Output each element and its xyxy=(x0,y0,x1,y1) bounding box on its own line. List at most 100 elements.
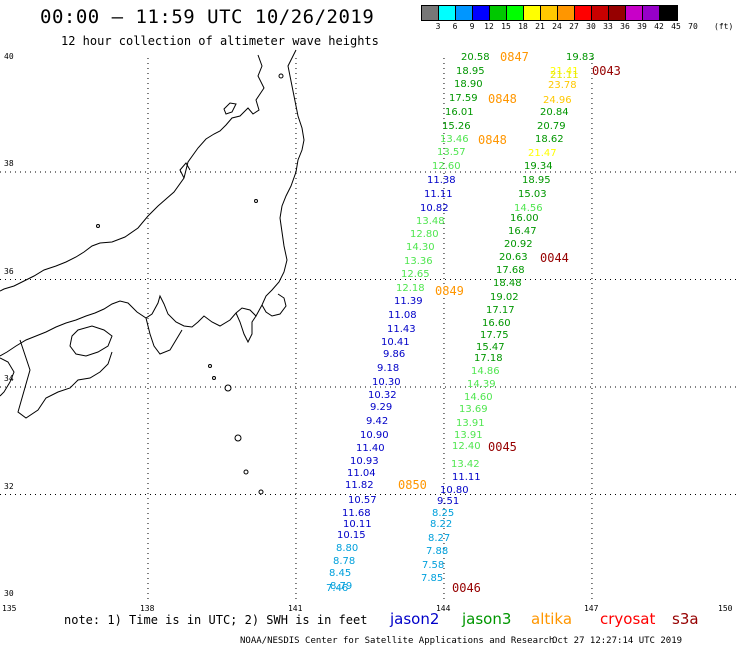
wave-height-value: 17.75 xyxy=(480,330,509,341)
wave-height-value: 8.79 xyxy=(330,581,353,592)
wave-height-value: 20.63 xyxy=(499,252,528,263)
pass-time-label: 0848 xyxy=(478,133,507,147)
wave-height-value: 12.18 xyxy=(396,283,425,294)
footer-note: note: 1) Time is in UTC; 2) SWH is in fe… xyxy=(64,613,368,627)
wave-height-value: 8.45 xyxy=(329,568,352,579)
wave-height-value: 10.93 xyxy=(350,456,379,467)
wave-height-value: 18.95 xyxy=(456,66,485,77)
pass-time-label: 0850 xyxy=(398,478,427,492)
wave-height-value: 23.78 xyxy=(548,80,577,91)
wave-height-value: 12.65 xyxy=(401,269,430,280)
color-scale-tick-label: 30 xyxy=(586,22,596,31)
wave-height-value: 8.78 xyxy=(333,556,356,567)
wave-height-value: 20.79 xyxy=(537,121,566,132)
color-scale-tick-label: 45 xyxy=(671,22,681,31)
color-scale-bar xyxy=(421,5,678,21)
coastline-izu-peninsula xyxy=(235,312,257,344)
color-scale-tick-label: 27 xyxy=(569,22,579,31)
wave-height-value: 18.95 xyxy=(522,175,551,186)
latitude-label: 32 xyxy=(4,481,14,491)
wave-height-value: 16.60 xyxy=(482,318,511,329)
color-scale-tick-label: 3 xyxy=(435,22,441,31)
wave-height-value: 16.00 xyxy=(510,213,539,224)
wave-height-value: 19.02 xyxy=(490,292,519,303)
wave-height-value: 10.41 xyxy=(381,337,410,348)
color-scale-tick-label: 12 xyxy=(484,22,494,31)
wave-height-value: 9.51 xyxy=(437,496,460,507)
wave-height-value: 14.39 xyxy=(467,379,496,390)
wave-height-value: 11.68 xyxy=(342,508,371,519)
wave-height-value: 17.59 xyxy=(449,93,478,104)
wave-height-value: 11.43 xyxy=(387,324,416,335)
wave-height-value: 18.90 xyxy=(454,79,483,90)
color-swatch xyxy=(643,6,660,20)
pass-time-label: 0847 xyxy=(500,50,529,64)
wave-height-value: 7.46 xyxy=(326,583,349,594)
footer-timestamp: Oct 27 12:27:14 UTC 2019 xyxy=(552,636,683,646)
wave-height-value: 18.62 xyxy=(535,134,564,145)
color-scale-tick-label: 24 xyxy=(552,22,562,31)
wave-height-value: 21.41 xyxy=(550,66,579,77)
wave-height-value: 11.40 xyxy=(356,443,385,454)
pass-time-label: 0046 xyxy=(452,581,481,595)
wave-height-value: 13.91 xyxy=(456,418,485,429)
izu-islands xyxy=(96,73,284,495)
wave-height-value: 17.17 xyxy=(486,305,515,316)
wave-height-value: 10.32 xyxy=(368,390,397,401)
wave-height-value: 7.85 xyxy=(421,573,444,584)
wave-height-value: 11.11 xyxy=(424,189,453,200)
wave-height-value: 10.57 xyxy=(348,495,377,506)
wave-height-value: 14.30 xyxy=(406,242,435,253)
wave-height-value: 14.86 xyxy=(471,366,500,377)
color-swatch xyxy=(490,6,507,20)
pass-time-label: 0848 xyxy=(488,92,517,106)
color-swatch xyxy=(592,6,609,20)
wave-height-value: 11.11 xyxy=(452,472,481,483)
coastline-shikoku-main xyxy=(17,339,113,419)
wave-height-value: 10.82 xyxy=(420,203,449,214)
color-scale-tick-label: 9 xyxy=(469,22,475,31)
latitude-label: 30 xyxy=(4,589,14,598)
pass-time-label: 0043 xyxy=(592,64,621,78)
wave-height-value: 16.01 xyxy=(445,107,474,118)
color-swatch xyxy=(575,6,592,20)
wave-height-value: 8.80 xyxy=(336,543,359,554)
longitude-label: 138 xyxy=(139,604,155,613)
wave-height-value: 13.69 xyxy=(459,404,488,415)
wave-height-value: 11.38 xyxy=(427,175,456,186)
wave-height-value: 16.47 xyxy=(508,226,537,237)
coastline-noto xyxy=(179,162,191,179)
wave-height-value: 13.42 xyxy=(451,459,480,470)
color-swatch xyxy=(660,6,677,20)
coastline-honshu xyxy=(0,49,305,357)
color-swatch xyxy=(439,6,456,20)
wave-height-value: 10.80 xyxy=(440,485,469,496)
wave-height-value: 21.11 xyxy=(550,70,579,81)
pass-time-label: 0849 xyxy=(435,284,464,298)
wave-height-value: 11.39 xyxy=(394,296,423,307)
wave-height-value: 24.96 xyxy=(543,95,572,106)
color-scale-tick-label: 33 xyxy=(603,22,613,31)
color-scale-tick-label: 18 xyxy=(518,22,528,31)
satellite-legend-jason3: jason3 xyxy=(462,610,512,628)
wave-height-value: 19.83 xyxy=(566,52,595,63)
pass-time-label: 0044 xyxy=(540,251,569,265)
color-scale-tick-label: 42 xyxy=(654,22,664,31)
wave-height-value: 17.18 xyxy=(474,353,503,364)
longitude-label: 144 xyxy=(435,604,451,613)
coastline-kii xyxy=(145,317,183,355)
coastline-kyushu xyxy=(0,357,15,397)
color-swatch xyxy=(524,6,541,20)
wave-height-value: 10.30 xyxy=(372,377,401,388)
wave-height-value: 20.84 xyxy=(540,107,569,118)
wave-height-value: 10.15 xyxy=(337,530,366,541)
longitude-label: 147 xyxy=(583,604,599,613)
wave-height-value: 9.86 xyxy=(383,349,406,360)
wave-height-value: 13.48 xyxy=(416,216,445,227)
wave-height-value: 17.68 xyxy=(496,265,525,276)
wave-height-value: 20.58 xyxy=(461,52,490,63)
coastline-shikoku xyxy=(69,325,113,357)
color-swatch xyxy=(507,6,524,20)
wave-height-value: 14.56 xyxy=(514,203,543,214)
wave-height-value: 9.29 xyxy=(370,402,393,413)
